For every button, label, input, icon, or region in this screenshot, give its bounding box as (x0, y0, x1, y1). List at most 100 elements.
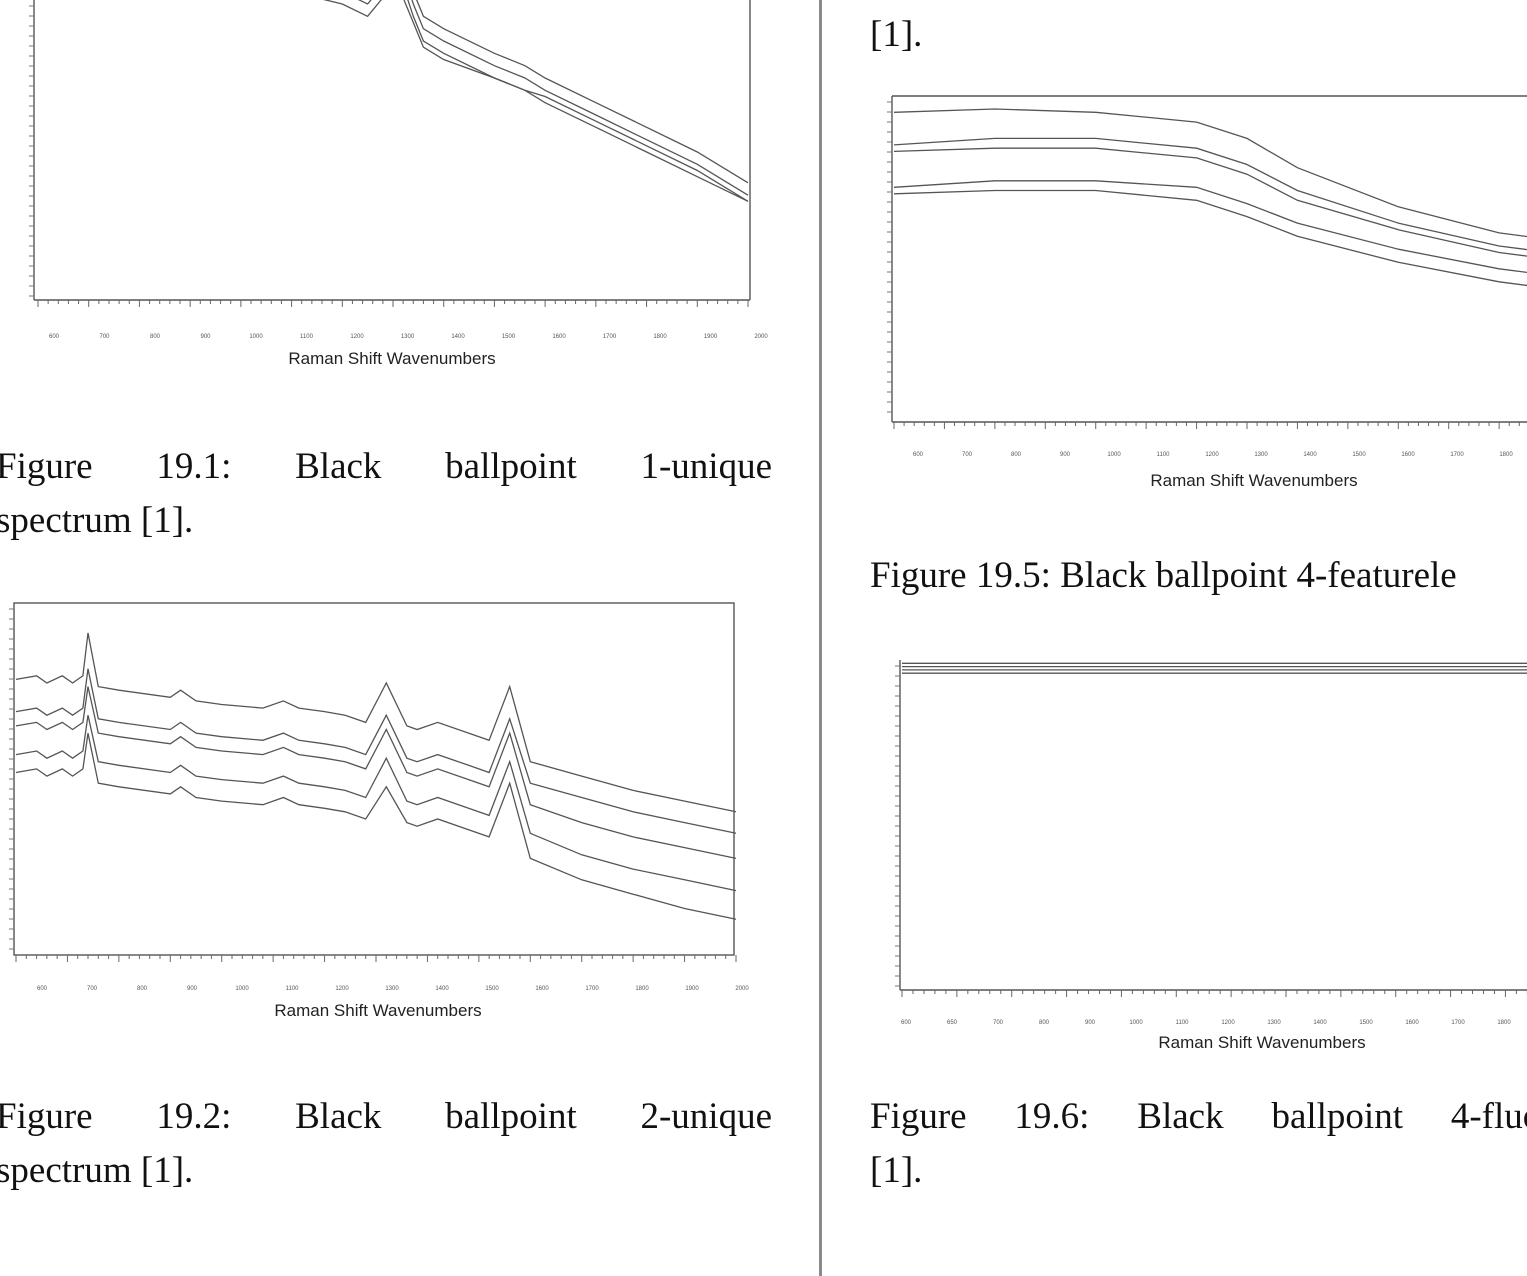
x-axis-label: Raman Shift Wavenumbers (274, 1001, 481, 1020)
x-tick-label: 1700 (1451, 1020, 1465, 1026)
spectrum-line-3 (15, 686, 737, 860)
y-ticks (29, 5, 34, 297)
figure-19-1-caption: Figure 19.1: Black ballpoint 1-unique (0, 440, 772, 494)
x-tick-label: 900 (1085, 1020, 1096, 1026)
x-tick-label: 900 (187, 986, 198, 992)
x-tick-label: 1100 (300, 334, 314, 340)
x-tick-label: 900 (1060, 452, 1071, 458)
caption-line: Figure 19.2: Black ballpoint 2-unique (0, 1096, 772, 1137)
spectrum-line-1 (416, 0, 749, 184)
x-tick-labels: 600 700 800 900 1000 1100 1200 1300 1400 1500 1600… (37, 986, 749, 992)
x-tick-label: 1700 (603, 334, 617, 340)
x-tick-label: 1800 (635, 986, 649, 992)
x-tick-labels: 600 700 800 900 1000 1100 1200 1300 1400 1500 1600… (913, 452, 1513, 458)
figure-19-6-caption: Figure 19.6: Black ballpoint 4-fluore (870, 1090, 1527, 1144)
x-tick-label: 1300 (385, 986, 399, 992)
spectrum-line-3 (357, 0, 749, 202)
x-tick-label: 2000 (735, 986, 749, 992)
x-tick-label: 1000 (1129, 1020, 1143, 1026)
spectrum-line-5 (893, 189, 1527, 287)
x-tick-label: 1500 (1359, 1020, 1373, 1026)
x-ticks (37, 300, 749, 307)
x-tick-label: 1500 (502, 334, 516, 340)
x-tick-label: 1300 (1267, 1020, 1281, 1026)
x-tick-label: 700 (993, 1020, 1004, 1026)
spectrum-line-1 (893, 108, 1527, 238)
x-tick-labels: 600 650 700 800 900 1000 1100 1200 1300 1400 1500 1… (901, 1020, 1511, 1026)
caption-line: [1]. (870, 1150, 923, 1191)
x-tick-label: 600 (901, 1020, 912, 1026)
x-tick-label: 1800 (1497, 1020, 1511, 1026)
x-tick-label: 1600 (535, 986, 549, 992)
x-tick-label: 1000 (249, 334, 263, 340)
figure-19-6-chart: 600 650 700 800 900 1000 1100 1200 1300 1400 1500 1… (895, 660, 1527, 1052)
x-tick-label: 1000 (1107, 452, 1121, 458)
y-ticks (895, 665, 900, 987)
figure-19-6-caption-cont: [1]. (870, 1144, 922, 1198)
x-tick-label: 800 (1011, 452, 1022, 458)
spectrum-line-3 (893, 147, 1527, 257)
spectrum-line-4 (323, 0, 749, 202)
y-ticks (887, 101, 892, 413)
x-tick-label: 600 (37, 986, 48, 992)
x-tick-label: 2000 (754, 334, 768, 340)
x-tick-label: 1700 (1450, 452, 1464, 458)
x-tick-label: 1300 (401, 334, 415, 340)
spectrum-line-2 (15, 668, 737, 834)
caption-line: Figure 19.5: Black ballpoint 4-featurele (870, 555, 1457, 596)
x-axis-label: Raman Shift Wavenumbers (1158, 1033, 1365, 1052)
spectrum-line-5 (15, 732, 737, 920)
x-tick-labels: 600 700 800 900 1000 1100 1200 1300 1400 1500 1600… (49, 334, 768, 340)
y-ticks (9, 608, 14, 950)
x-tick-label: 800 (150, 334, 161, 340)
figure-19-5-caption: Figure 19.5: Black ballpoint 4-featurele (870, 549, 1457, 603)
x-tick-label: 1100 (1157, 452, 1171, 458)
x-tick-label: 1200 (335, 986, 349, 992)
x-tick-label: 1100 (1176, 1020, 1190, 1026)
x-tick-label: 700 (87, 986, 98, 992)
x-tick-label: 1400 (451, 334, 465, 340)
figure-19-4-caption-cont: [1]. (870, 8, 922, 62)
x-tick-label: 650 (947, 1020, 958, 1026)
x-tick-label: 700 (99, 334, 110, 340)
x-tick-label: 1400 (1313, 1020, 1327, 1026)
figure-19-2-caption: Figure 19.2: Black ballpoint 2-unique (0, 1090, 772, 1144)
x-tick-label: 900 (200, 334, 211, 340)
x-tick-label: 1300 (1254, 452, 1268, 458)
x-tick-label: 1400 (1303, 452, 1317, 458)
spectra (15, 632, 737, 920)
x-ticks (15, 955, 737, 962)
column-divider (819, 0, 822, 1276)
x-tick-label: 600 (49, 334, 60, 340)
figure-19-2-chart: 600 700 800 900 1000 1100 1200 1300 1400 1500 1600… (9, 602, 749, 1020)
x-ticks (893, 422, 1520, 429)
x-tick-label: 1700 (585, 986, 599, 992)
spectra (902, 662, 1527, 674)
x-tick-label: 800 (1039, 1020, 1050, 1026)
x-tick-label: 1800 (1499, 452, 1513, 458)
x-tick-label: 1900 (704, 334, 718, 340)
caption-line: spectrum [1]. (0, 1150, 194, 1191)
figure-19-5-chart: 600 700 800 900 1000 1100 1200 1300 1400 1500 1600… (887, 95, 1527, 490)
caption-line: [1]. (870, 14, 923, 55)
caption-line: Figure 19.1: Black ballpoint 1-unique (0, 446, 772, 487)
spectra (323, 0, 749, 202)
x-tick-label: 800 (137, 986, 148, 992)
x-tick-label: 700 (962, 452, 973, 458)
x-tick-label: 1600 (1405, 1020, 1419, 1026)
x-tick-label: 600 (913, 452, 924, 458)
x-tick-label: 1200 (350, 334, 364, 340)
spectrum-line-4 (893, 180, 1527, 274)
x-tick-label: 1900 (685, 986, 699, 992)
x-tick-label: 1400 (435, 986, 449, 992)
spectrum-line-2 (893, 137, 1527, 251)
x-tick-label: 1100 (286, 986, 300, 992)
spectrum-line-2 (411, 0, 749, 196)
x-tick-label: 1500 (1352, 452, 1366, 458)
x-tick-label: 1200 (1221, 1020, 1235, 1026)
x-tick-label: 1800 (653, 334, 667, 340)
figure-19-1-chart: 600 700 800 900 1000 1100 1200 1300 1400 1500 1600… (29, 0, 768, 368)
spectrum-line-1 (15, 632, 737, 813)
x-axis-label: Raman Shift Wavenumbers (288, 349, 495, 368)
x-tick-label: 1200 (1205, 452, 1219, 458)
